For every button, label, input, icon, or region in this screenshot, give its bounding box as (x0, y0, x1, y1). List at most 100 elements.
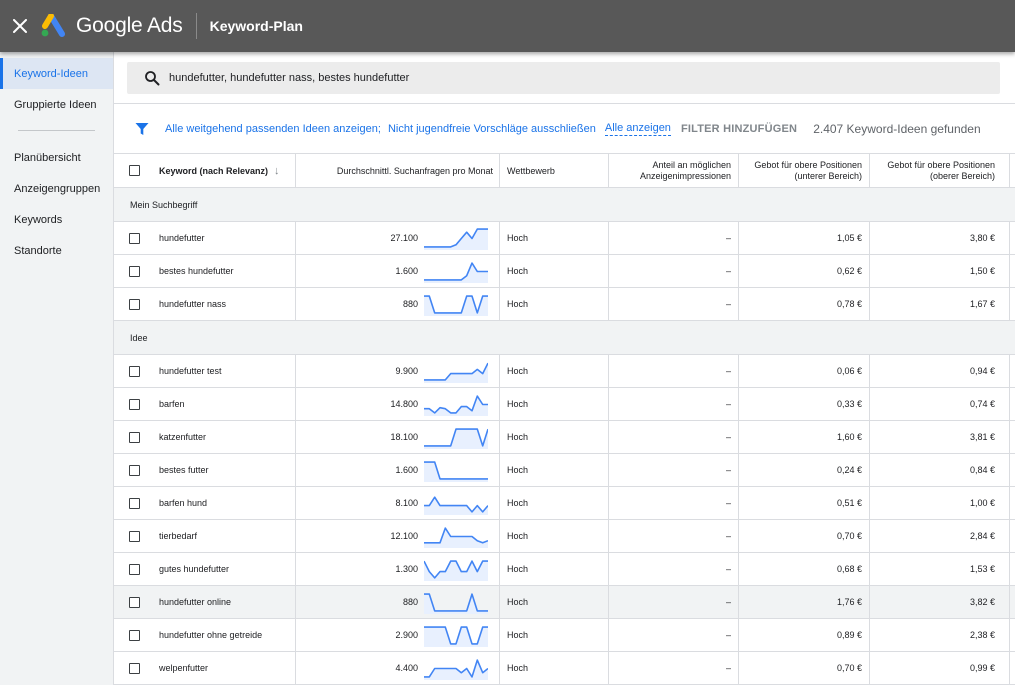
impression-share-value-cell: – (609, 454, 739, 486)
bid-low-value: 1,05 € (836, 233, 862, 243)
trend-sparkline[interactable] (424, 590, 488, 614)
impression-share-value-cell: – (609, 222, 739, 254)
trend-sparkline[interactable] (424, 458, 488, 482)
table-row[interactable]: bestes futter 1.600 Hoch – 0,24 € 0,84 € (114, 454, 1015, 487)
keyword-text-cell: barfen hund (154, 487, 296, 519)
add-filter-button[interactable]: FILTER HINZUFÜGEN (680, 123, 798, 135)
keyword-text: hundefutter test (159, 366, 222, 376)
keyword-text: katzenfutter (159, 432, 207, 442)
row-checkbox[interactable] (128, 530, 140, 542)
keyword-text-cell: gutes hundefutter (154, 553, 296, 585)
trend-sparkline[interactable] (424, 226, 488, 250)
table-row[interactable]: barfen 14.800 Hoch – 0,33 € 0,74 € (114, 388, 1015, 421)
sidebar-item-keywords[interactable]: Keywords (0, 204, 113, 235)
filter-broad-match[interactable]: Alle weitgehend passenden Ideen anzeigen… (165, 123, 381, 135)
volume-value: 880 (402, 597, 418, 607)
row-checkbox-cell (114, 222, 154, 254)
bid-high-value: 3,81 € (969, 432, 995, 442)
row-checkbox[interactable] (128, 497, 140, 509)
row-checkbox[interactable] (128, 662, 140, 674)
bid-low-value: 0,70 € (836, 663, 862, 673)
column-header-keyword[interactable]: Keyword (nach Relevanz) ↓ (154, 154, 296, 187)
impression-share-value: – (725, 531, 731, 541)
bid-low-value-cell: 0,33 € (739, 388, 870, 420)
row-checkbox[interactable] (128, 298, 140, 310)
bid-low-value-cell: 0,70 € (739, 652, 870, 684)
table-row[interactable]: welpenfutter 4.400 Hoch – 0,70 € 0,99 € (114, 652, 1015, 685)
trend-sparkline[interactable] (424, 623, 488, 647)
table-row[interactable]: hundefutter nass 880 Hoch – 0,78 € 1,67 € (114, 288, 1015, 321)
trend-sparkline[interactable] (424, 524, 488, 548)
sidebar-item-ad-groups[interactable]: Anzeigengruppen (0, 173, 113, 204)
row-checkbox[interactable] (128, 365, 140, 377)
volume-value: 9.900 (395, 366, 418, 376)
row-checkbox[interactable] (128, 265, 140, 277)
table-row[interactable]: hundefutter ohne getreide 2.900 Hoch – 0,89 … (114, 619, 1015, 652)
competition-value: Hoch (507, 498, 529, 508)
result-count: 2.407 Keyword-Ideen gefunden (813, 122, 981, 136)
bid-high-value-cell: 3,82 € (870, 586, 1010, 618)
trend-sparkline[interactable] (424, 557, 488, 581)
close-button[interactable] (0, 0, 40, 52)
competition-value: Hoch (507, 266, 529, 276)
trend-sparkline[interactable] (424, 359, 488, 383)
keyword-text: welpenfutter (159, 663, 209, 673)
trend-sparkline[interactable] (424, 259, 488, 283)
sidebar-item-plan-overview[interactable]: Planübersicht (0, 142, 113, 173)
competition-value-cell: Hoch (500, 388, 609, 420)
table-row[interactable]: tierbedarf 12.100 Hoch – 0,70 € 2,84 € (114, 520, 1015, 553)
trend-sparkline[interactable] (424, 392, 488, 416)
column-header-impression-share[interactable]: Anteil an möglichen Anzeigenimpressionen (609, 154, 739, 187)
column-header-competition[interactable]: Wettbewerb (500, 154, 609, 187)
table-row[interactable]: gutes hundefutter 1.300 Hoch – 0,68 € 1,53 € (114, 553, 1015, 586)
table-row[interactable]: katzenfutter 18.100 Hoch – 1,60 € 3,81 € (114, 421, 1015, 454)
table-row[interactable]: hundefutter 27.100 Hoch – 1,05 € 3,80 € (114, 222, 1015, 255)
volume-cell: 8.100 (296, 487, 500, 519)
table-row[interactable]: barfen hund 8.100 Hoch – 0,51 € 1,00 € (114, 487, 1015, 520)
trend-sparkline[interactable] (424, 292, 488, 316)
column-header-bid-low[interactable]: Gebot für obere Positionen (unterer Berei… (739, 154, 870, 187)
keyword-text-cell: katzenfutter (154, 421, 296, 453)
row-checkbox[interactable] (128, 431, 140, 443)
row-checkbox[interactable] (128, 596, 140, 608)
sort-down-icon: ↓ (274, 164, 280, 177)
header-checkbox-cell (114, 154, 154, 187)
filter-icon[interactable] (135, 122, 149, 136)
sidebar: Keyword-Ideen Gruppierte Ideen Planübers… (0, 52, 114, 685)
competition-value-cell: Hoch (500, 222, 609, 254)
sidebar-item-grouped-ideas[interactable]: Gruppierte Ideen (0, 89, 113, 120)
bid-high-value: 2,84 € (969, 531, 995, 541)
row-checkbox[interactable] (128, 563, 140, 575)
sidebar-item-keyword-ideas[interactable]: Keyword-Ideen (0, 58, 113, 89)
trend-sparkline[interactable] (424, 425, 488, 449)
impression-share-value-cell: – (609, 586, 739, 618)
trend-sparkline[interactable] (424, 491, 488, 515)
sidebar-item-locations[interactable]: Standorte (0, 235, 113, 266)
search-input[interactable]: hundefutter, hundefutter nass, bestes hu… (127, 62, 1000, 94)
search-divider (114, 103, 1015, 104)
trend-sparkline[interactable] (424, 656, 488, 680)
select-all-checkbox[interactable] (128, 165, 140, 176)
close-icon (13, 19, 27, 33)
row-checkbox[interactable] (128, 398, 140, 410)
table-row[interactable]: bestes hundefutter 1.600 Hoch – 0,62 € 1,50 € (114, 255, 1015, 288)
sparkline-line (424, 228, 488, 248)
filter-exclude-adult[interactable]: Nicht jugendfreie Vorschläge ausschließe… (387, 123, 596, 135)
impression-share-value: – (725, 663, 731, 673)
impression-share-value-cell: – (609, 288, 739, 320)
table-row[interactable]: hundefutter online 880 Hoch – 1,76 € 3,82 € (114, 586, 1015, 619)
column-header-volume[interactable]: Durchschnittl. Suchanfragen pro Monat (296, 154, 500, 187)
sparkline-area (424, 363, 488, 383)
row-checkbox[interactable] (128, 464, 140, 476)
column-header-bid-high[interactable]: Gebot für obere Positionen (oberer Bereic… (870, 154, 1010, 187)
row-checkbox-cell (114, 553, 154, 585)
impression-share-value: – (725, 299, 731, 309)
show-all-link[interactable]: Alle anzeigen (604, 122, 671, 136)
volume-cell: 14.800 (296, 388, 500, 420)
table-row[interactable]: hundefutter test 9.900 Hoch – 0,06 € 0,94 € (114, 355, 1015, 388)
sparkline-area (424, 462, 488, 482)
row-checkbox[interactable] (128, 232, 140, 244)
bid-high-value-cell: 1,67 € (870, 288, 1010, 320)
sparkline-area (424, 561, 488, 581)
row-checkbox[interactable] (128, 629, 140, 641)
